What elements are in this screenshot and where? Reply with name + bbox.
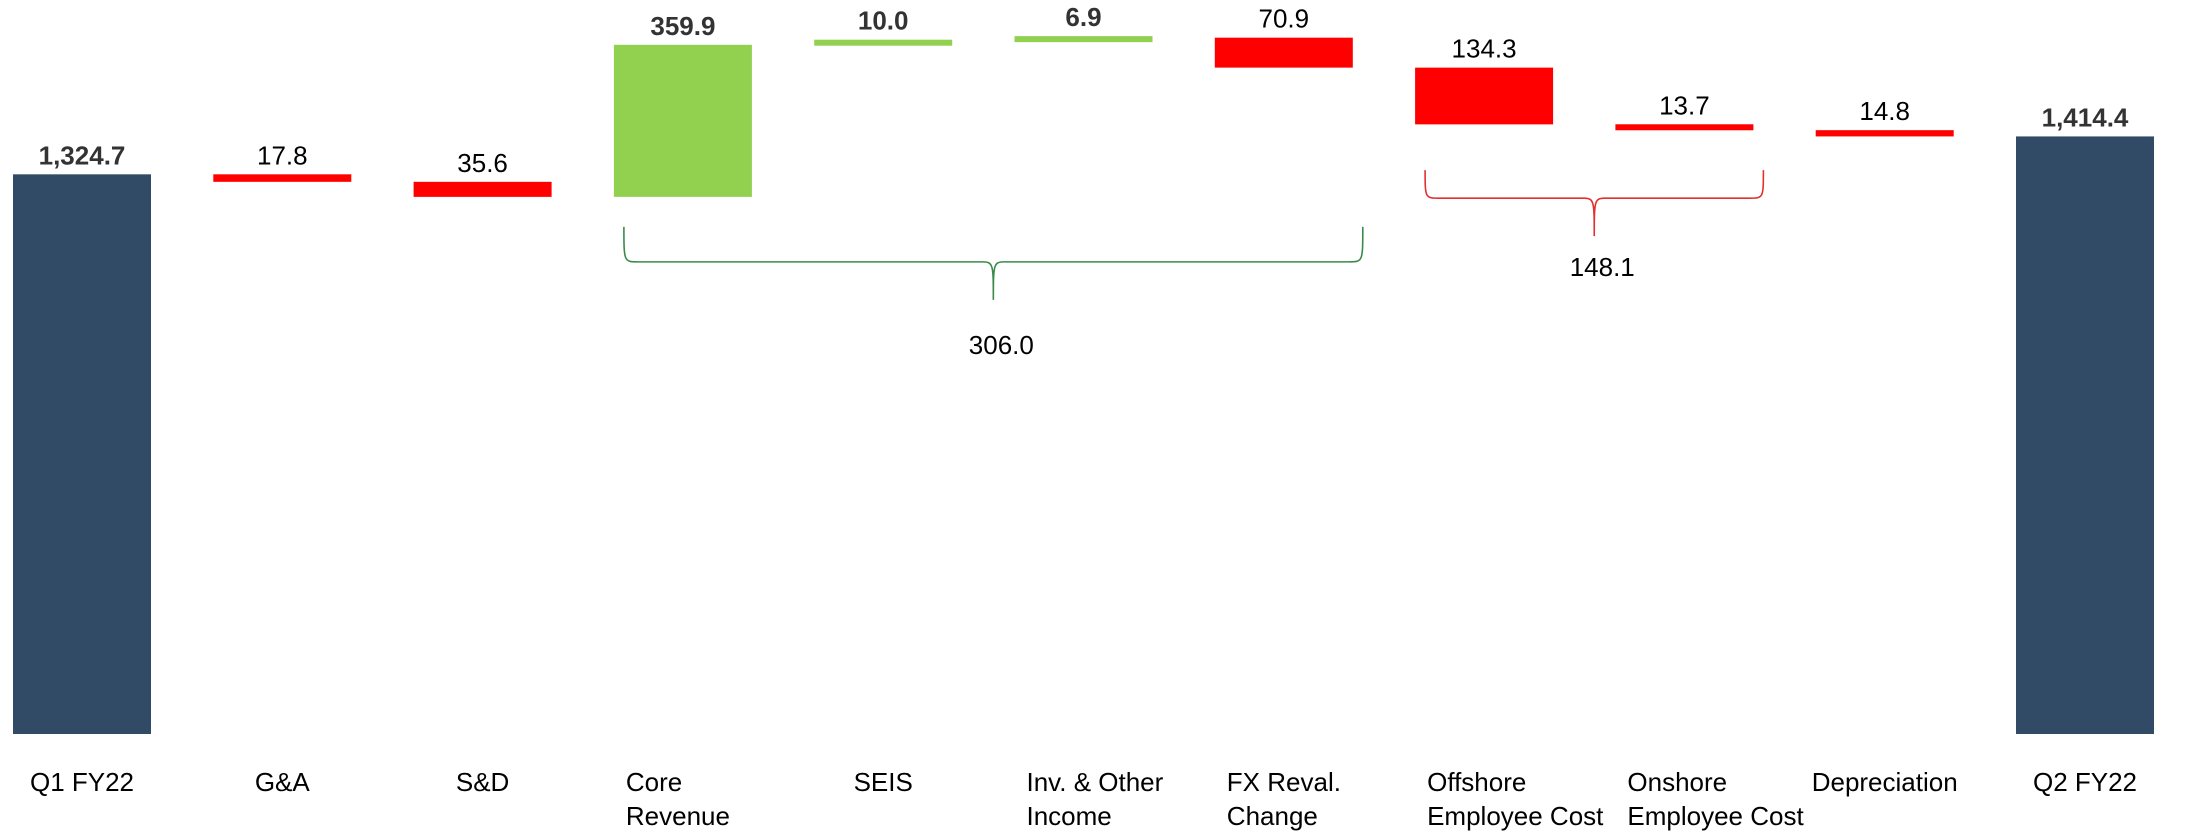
category-label-dep: Depreciation [1812, 767, 1958, 797]
value-label-q2: 1,414.4 [2042, 102, 2129, 132]
bar-dep [1815, 130, 1954, 137]
value-label-offshore: 134.3 [1452, 34, 1517, 64]
value-label-sd: 35.6 [457, 148, 508, 178]
bar-sd [413, 181, 552, 197]
group-brace-1 [1424, 170, 1765, 237]
value-label-dep: 14.8 [1859, 96, 1910, 126]
value-label-ga: 17.8 [257, 140, 308, 170]
category-label-seis: SEIS [854, 767, 913, 797]
group-brace-0 [623, 226, 1364, 300]
bar-q2 [2016, 136, 2154, 734]
value-label-q1: 1,324.7 [39, 140, 126, 170]
category-label-onshore: Onshore Employee Cost [1627, 767, 1804, 831]
category-label-core: Core Revenue [626, 767, 730, 831]
bar-q1 [13, 174, 151, 734]
bar-onshore [1615, 124, 1754, 131]
value-label-seis: 10.0 [858, 6, 909, 36]
group-total-label-0: 306.0 [969, 330, 1034, 360]
bar-seis [814, 39, 953, 46]
bar-inv [1014, 36, 1153, 43]
value-label-fx: 70.9 [1258, 4, 1309, 34]
category-label-ga: G&A [255, 767, 311, 797]
category-label-fx: FX Reval. Change [1227, 767, 1341, 831]
category-label-q1: Q1 FY22 [30, 767, 134, 797]
bar-ga [213, 174, 352, 182]
value-label-core: 359.9 [650, 11, 715, 41]
category-label-offshore: Offshore Employee Cost [1427, 767, 1604, 831]
category-label-inv: Inv. & Other Income [1027, 767, 1164, 831]
bar-offshore [1415, 67, 1554, 125]
category-label-sd: S&D [456, 767, 509, 797]
value-label-onshore: 13.7 [1659, 90, 1710, 120]
bar-core [613, 44, 752, 197]
group-total-label-1: 148.1 [1570, 252, 1635, 282]
value-label-inv: 6.9 [1065, 2, 1101, 32]
category-label-q2: Q2 FY22 [2033, 767, 2137, 797]
bar-fx [1214, 37, 1353, 68]
